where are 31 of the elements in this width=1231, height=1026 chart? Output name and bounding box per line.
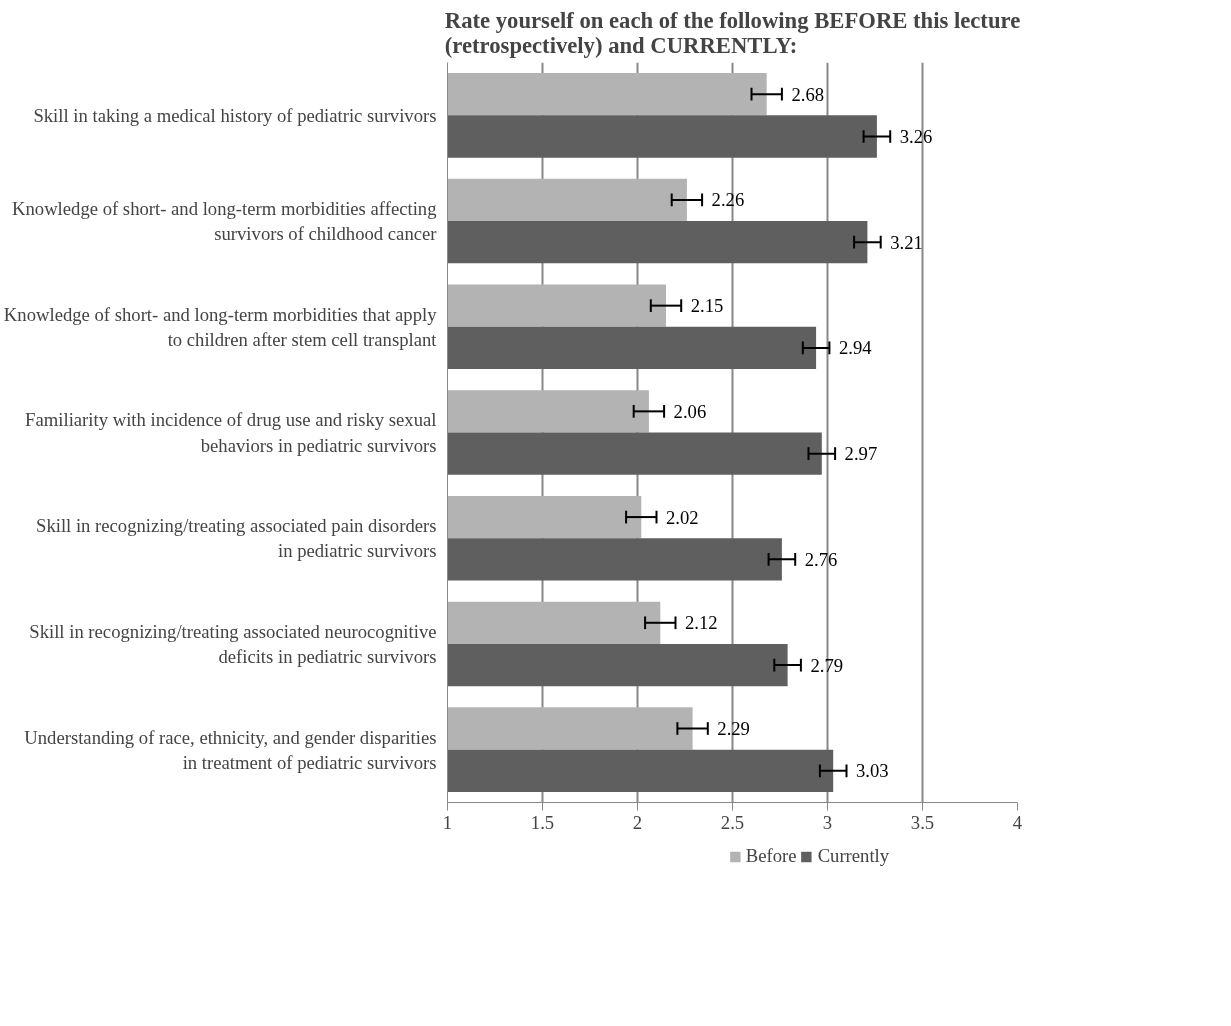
chart-title: Rate yourself on each of the following BEFORE this lecture (retrospectively) and CURRENTLY:: [444, 7, 1021, 58]
data-label: 3.26: [899, 126, 933, 147]
y-tick-label: Skill in taking a medical history of pediatric survivors: [33, 104, 437, 126]
x-tick-label: 2.5: [720, 811, 745, 833]
data-label: 2.97: [844, 443, 878, 465]
data-label: 2.26: [711, 189, 745, 211]
y-tick-label: Skill in recognizing/treating associated pain disorders in pediatric survivors: [36, 515, 437, 562]
data-label: 2.06: [673, 400, 707, 422]
legend-label: Before: [745, 845, 797, 867]
x-tick-label: 1: [442, 811, 453, 833]
data-label: 3.21: [890, 231, 923, 253]
y-tick-label: Knowledge of short- and long-term morbidities affecting survivors of childhood cancer: [12, 197, 438, 245]
x-tick-label: 4: [1012, 811, 1023, 833]
y-tick-label: Skill in recognizing/treating associated neurocognitive deficits in pediatric survivors: [29, 620, 437, 668]
x-tick-label: 1.5: [530, 811, 555, 833]
y-tick-label: Familiarity with incidence of drug use and risky sexual behaviors in pediatric survivors: [25, 409, 437, 456]
data-label: 3.03: [856, 760, 889, 782]
data-label: 2.12: [685, 612, 718, 634]
data-label: 2.76: [804, 548, 838, 570]
data-label: 2.29: [717, 718, 750, 739]
x-tick-label: 3: [822, 811, 833, 833]
data-label: 2.79: [810, 654, 844, 676]
y-tick-label: Understanding of race, ethnicity, and gender disparities in treatment of pediatric survivors: [24, 726, 437, 773]
x-tick-label: 3.5: [910, 811, 935, 833]
data-label: 2.15: [690, 295, 724, 317]
data-label: 2.94: [838, 337, 873, 359]
y-tick-label: Knowledge of short- and long-term morbidities that apply to children after stem cell transplant: [3, 303, 438, 350]
data-label: 2.02: [666, 506, 699, 528]
x-tick-label: 2: [632, 811, 643, 833]
data-label: 2.68: [791, 83, 825, 105]
legend-label: Currently: [817, 845, 890, 867]
